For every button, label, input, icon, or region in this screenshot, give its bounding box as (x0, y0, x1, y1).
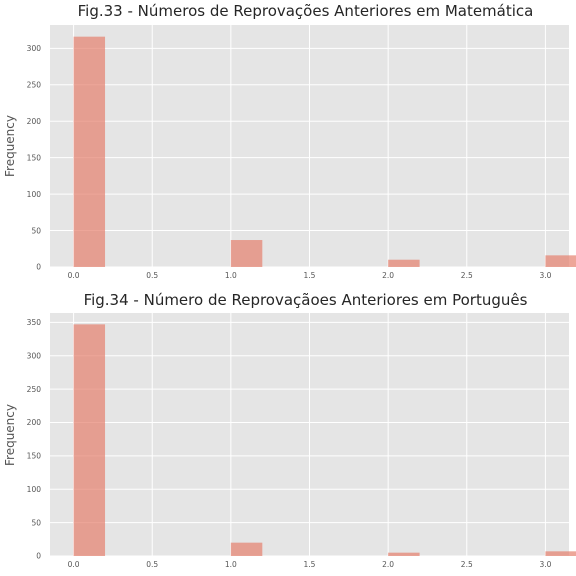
histogram-bar (230, 542, 263, 556)
x-tick-label: 1.5 (304, 560, 316, 569)
chart-1-y-axis-label: Frequency (3, 115, 17, 177)
y-tick-label: 150 (27, 153, 42, 162)
histogram-bar (388, 259, 420, 267)
chart-2-y-ticks: 0 50 100 150 200 250 300 350 (27, 318, 42, 561)
chart-1-y-ticks: 0 50 100 150 200 250 300 (27, 44, 42, 272)
y-tick-label: 150 (27, 452, 42, 461)
y-tick-label: 50 (31, 518, 41, 527)
x-tick-label: 2.5 (461, 560, 473, 569)
histogram-bar (73, 36, 106, 267)
y-tick-label: 250 (27, 80, 42, 89)
chart-1-x-ticks: 0.0 0.5 1.0 1.5 2.0 2.5 3.0 (68, 271, 552, 280)
y-tick-label: 0 (36, 263, 41, 272)
y-tick-label: 200 (27, 418, 42, 427)
x-tick-label: 0.0 (68, 271, 80, 280)
y-tick-label: 300 (27, 44, 42, 53)
x-tick-label: 2.5 (461, 271, 473, 280)
chart-1-bars (73, 36, 576, 267)
chart-2-bars (73, 324, 576, 556)
y-tick-label: 100 (27, 190, 42, 199)
chart-2-grid (50, 313, 569, 557)
x-tick-label: 3.0 (539, 560, 551, 569)
x-tick-label: 3.0 (539, 271, 551, 280)
x-tick-label: 1.0 (225, 271, 237, 280)
chart-2-title: Fig.34 - Número de Reprovaçãoes Anterior… (84, 291, 528, 309)
y-tick-label: 50 (31, 226, 41, 235)
histogram-bar (73, 324, 106, 556)
y-tick-label: 200 (27, 117, 42, 126)
y-tick-label: 100 (27, 485, 42, 494)
x-tick-label: 0.0 (68, 560, 80, 569)
histogram-bar (545, 551, 576, 556)
histogram-bar (230, 240, 263, 267)
y-tick-label: 0 (36, 552, 41, 561)
x-tick-label: 2.0 (382, 560, 394, 569)
y-tick-label: 300 (27, 351, 42, 360)
chart-2: 0.0 0.5 1.0 1.5 2.0 2.5 3.0 0 50 100 150 200 250 300… (3, 291, 576, 569)
x-tick-label: 2.0 (382, 271, 394, 280)
chart-2-y-axis-label: Frequency (3, 404, 17, 466)
chart-2-x-ticks: 0.0 0.5 1.0 1.5 2.0 2.5 3.0 (68, 560, 552, 569)
x-tick-label: 0.5 (146, 560, 158, 569)
x-tick-label: 0.5 (146, 271, 158, 280)
histogram-bar (545, 255, 576, 267)
y-tick-label: 350 (27, 318, 42, 327)
y-tick-label: 250 (27, 385, 42, 394)
chart-1-grid (50, 25, 569, 268)
x-tick-label: 1.5 (304, 271, 316, 280)
chart-1: 0.0 0.5 1.0 1.5 2.0 2.5 3.0 0 50 100 150 200 250 300… (3, 2, 576, 280)
histogram-bar (388, 552, 420, 556)
chart-1-title: Fig.33 - Números de Reprovações Anterior… (78, 2, 534, 20)
x-tick-label: 1.0 (225, 560, 237, 569)
